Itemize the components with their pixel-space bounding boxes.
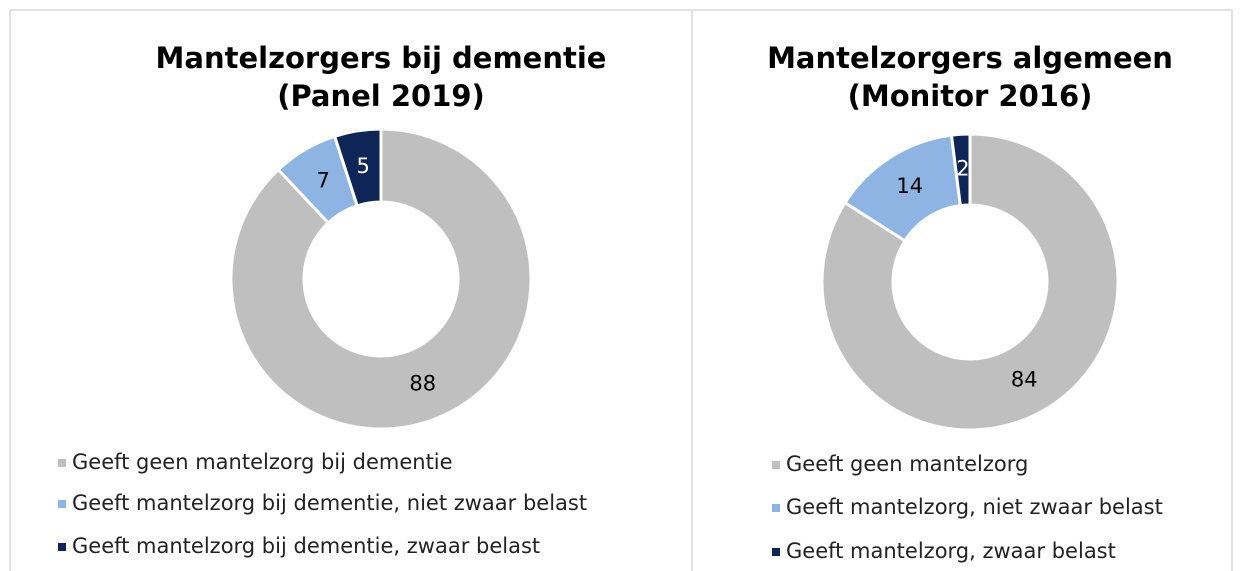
donut-segment [332, 127, 383, 208]
data-label: 88 [409, 372, 436, 396]
legend-marker [772, 504, 780, 512]
legend-label: Geeft mantelzorg bij dementie, niet zwaa… [72, 491, 587, 515]
data-label: 14 [896, 174, 923, 198]
donut-segment [229, 127, 533, 431]
legend-marker [772, 461, 780, 469]
data-label: 5 [357, 154, 370, 178]
data-label: 84 [1011, 368, 1038, 392]
legend-marker [58, 459, 66, 467]
legend-marker [58, 500, 66, 508]
chart-title: (Monitor 2016) [848, 79, 1093, 113]
legend-label: Geeft geen mantelzorg [786, 452, 1028, 476]
donut-segment [820, 132, 1120, 432]
legend-label: Geeft mantelzorg, zwaar belast [786, 539, 1116, 563]
legend-marker [772, 548, 780, 556]
chart-title: (Panel 2019) [277, 79, 485, 113]
legend-label: Geeft mantelzorg, niet zwaar belast [786, 495, 1163, 519]
data-label: 2 [956, 157, 969, 181]
legend-label: Geeft mantelzorg bij dementie, zwaar bel… [72, 534, 540, 558]
donut-segment [949, 132, 972, 208]
legend-label: Geeft geen mantelzorg bij dementie [72, 450, 453, 474]
chart-title: Mantelzorgers bij dementie [156, 41, 607, 75]
legend-marker [58, 543, 66, 551]
data-label: 7 [317, 168, 330, 192]
chart-title: Mantelzorgers algemeen [767, 41, 1173, 75]
frame [9, 9, 1233, 571]
